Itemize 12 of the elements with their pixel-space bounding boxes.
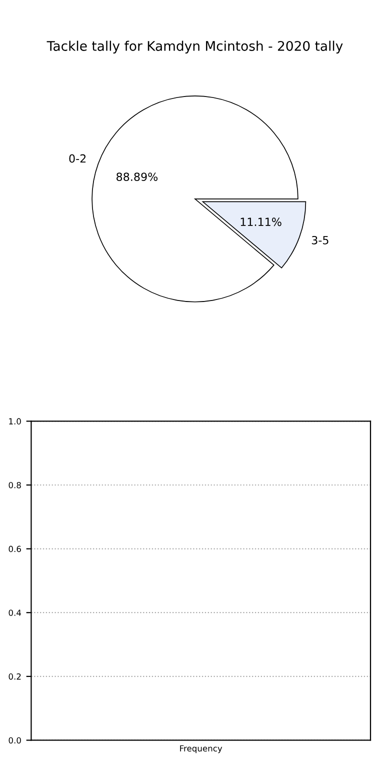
y-tick-label: 0.2 bbox=[8, 673, 21, 680]
y-tick-label: 0.0 bbox=[8, 737, 21, 744]
y-tick-label: 0.4 bbox=[8, 610, 22, 616]
data-label: 88.89% bbox=[116, 172, 158, 181]
y-tick-label: 0.8 bbox=[8, 482, 21, 488]
data-label: 11.11% bbox=[240, 218, 282, 226]
slice-label: 0-2 bbox=[69, 154, 86, 163]
chart-title: Tackle tally for Kamdyn Mcintosh - 2020 tally bbox=[46, 40, 343, 54]
y-tick-label: 1.0 bbox=[9, 418, 21, 424]
slice-label: 3-5 bbox=[312, 236, 328, 244]
x-tick-label: Frequency bbox=[180, 745, 222, 754]
y-tick-label: 0.6 bbox=[8, 546, 21, 552]
